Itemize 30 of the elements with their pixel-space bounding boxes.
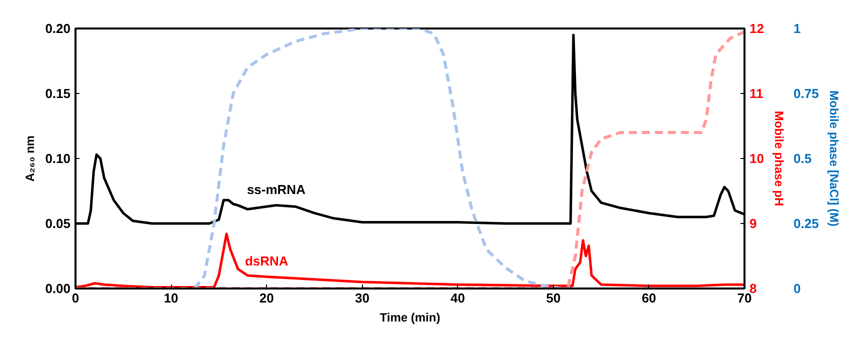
x-tick-label: 0 xyxy=(72,290,80,306)
series-label: ss-mRNA xyxy=(246,182,306,197)
series-label: dsRNA xyxy=(244,253,289,268)
y2-tick-label: 12 xyxy=(750,21,764,36)
y3-tick-label: 0.5 xyxy=(794,151,812,166)
x-tick-label: 20 xyxy=(259,290,274,306)
y3-tick-label: 0.75 xyxy=(794,86,819,101)
x-tick-label: 10 xyxy=(164,290,178,306)
y3-tick-label: 0.25 xyxy=(794,216,819,231)
y3-tick-label: 1 xyxy=(794,21,801,36)
y2-axis-title: Mobile phase pH xyxy=(772,110,786,206)
x-tick-label: 50 xyxy=(546,290,561,306)
y-tick-label: 0.05 xyxy=(45,216,71,231)
x-tick-label: 40 xyxy=(450,290,466,306)
x-tick-label: 60 xyxy=(642,290,656,306)
line-series xyxy=(193,28,574,288)
y3-tick-label: 0 xyxy=(794,281,801,296)
y-tick-label: 0.15 xyxy=(45,86,71,101)
y-tick-label: 0.00 xyxy=(45,281,71,296)
y-tick-label: 0.10 xyxy=(45,151,71,166)
y-tick-label: 0.20 xyxy=(45,21,71,36)
y3-axis-title: Mobile phase [NaCl] (M) xyxy=(826,90,841,227)
y2-tick-label: 9 xyxy=(750,216,757,231)
y-axis-title: A₂₆₀ nm xyxy=(23,135,38,182)
y2-tick-label: 10 xyxy=(750,151,764,166)
x-axis-title: Time (min) xyxy=(380,310,440,324)
line-series xyxy=(76,30,744,288)
y2-tick-label: 8 xyxy=(750,281,757,296)
x-tick-label: 30 xyxy=(354,290,370,306)
y2-tick-label: 11 xyxy=(750,86,764,101)
